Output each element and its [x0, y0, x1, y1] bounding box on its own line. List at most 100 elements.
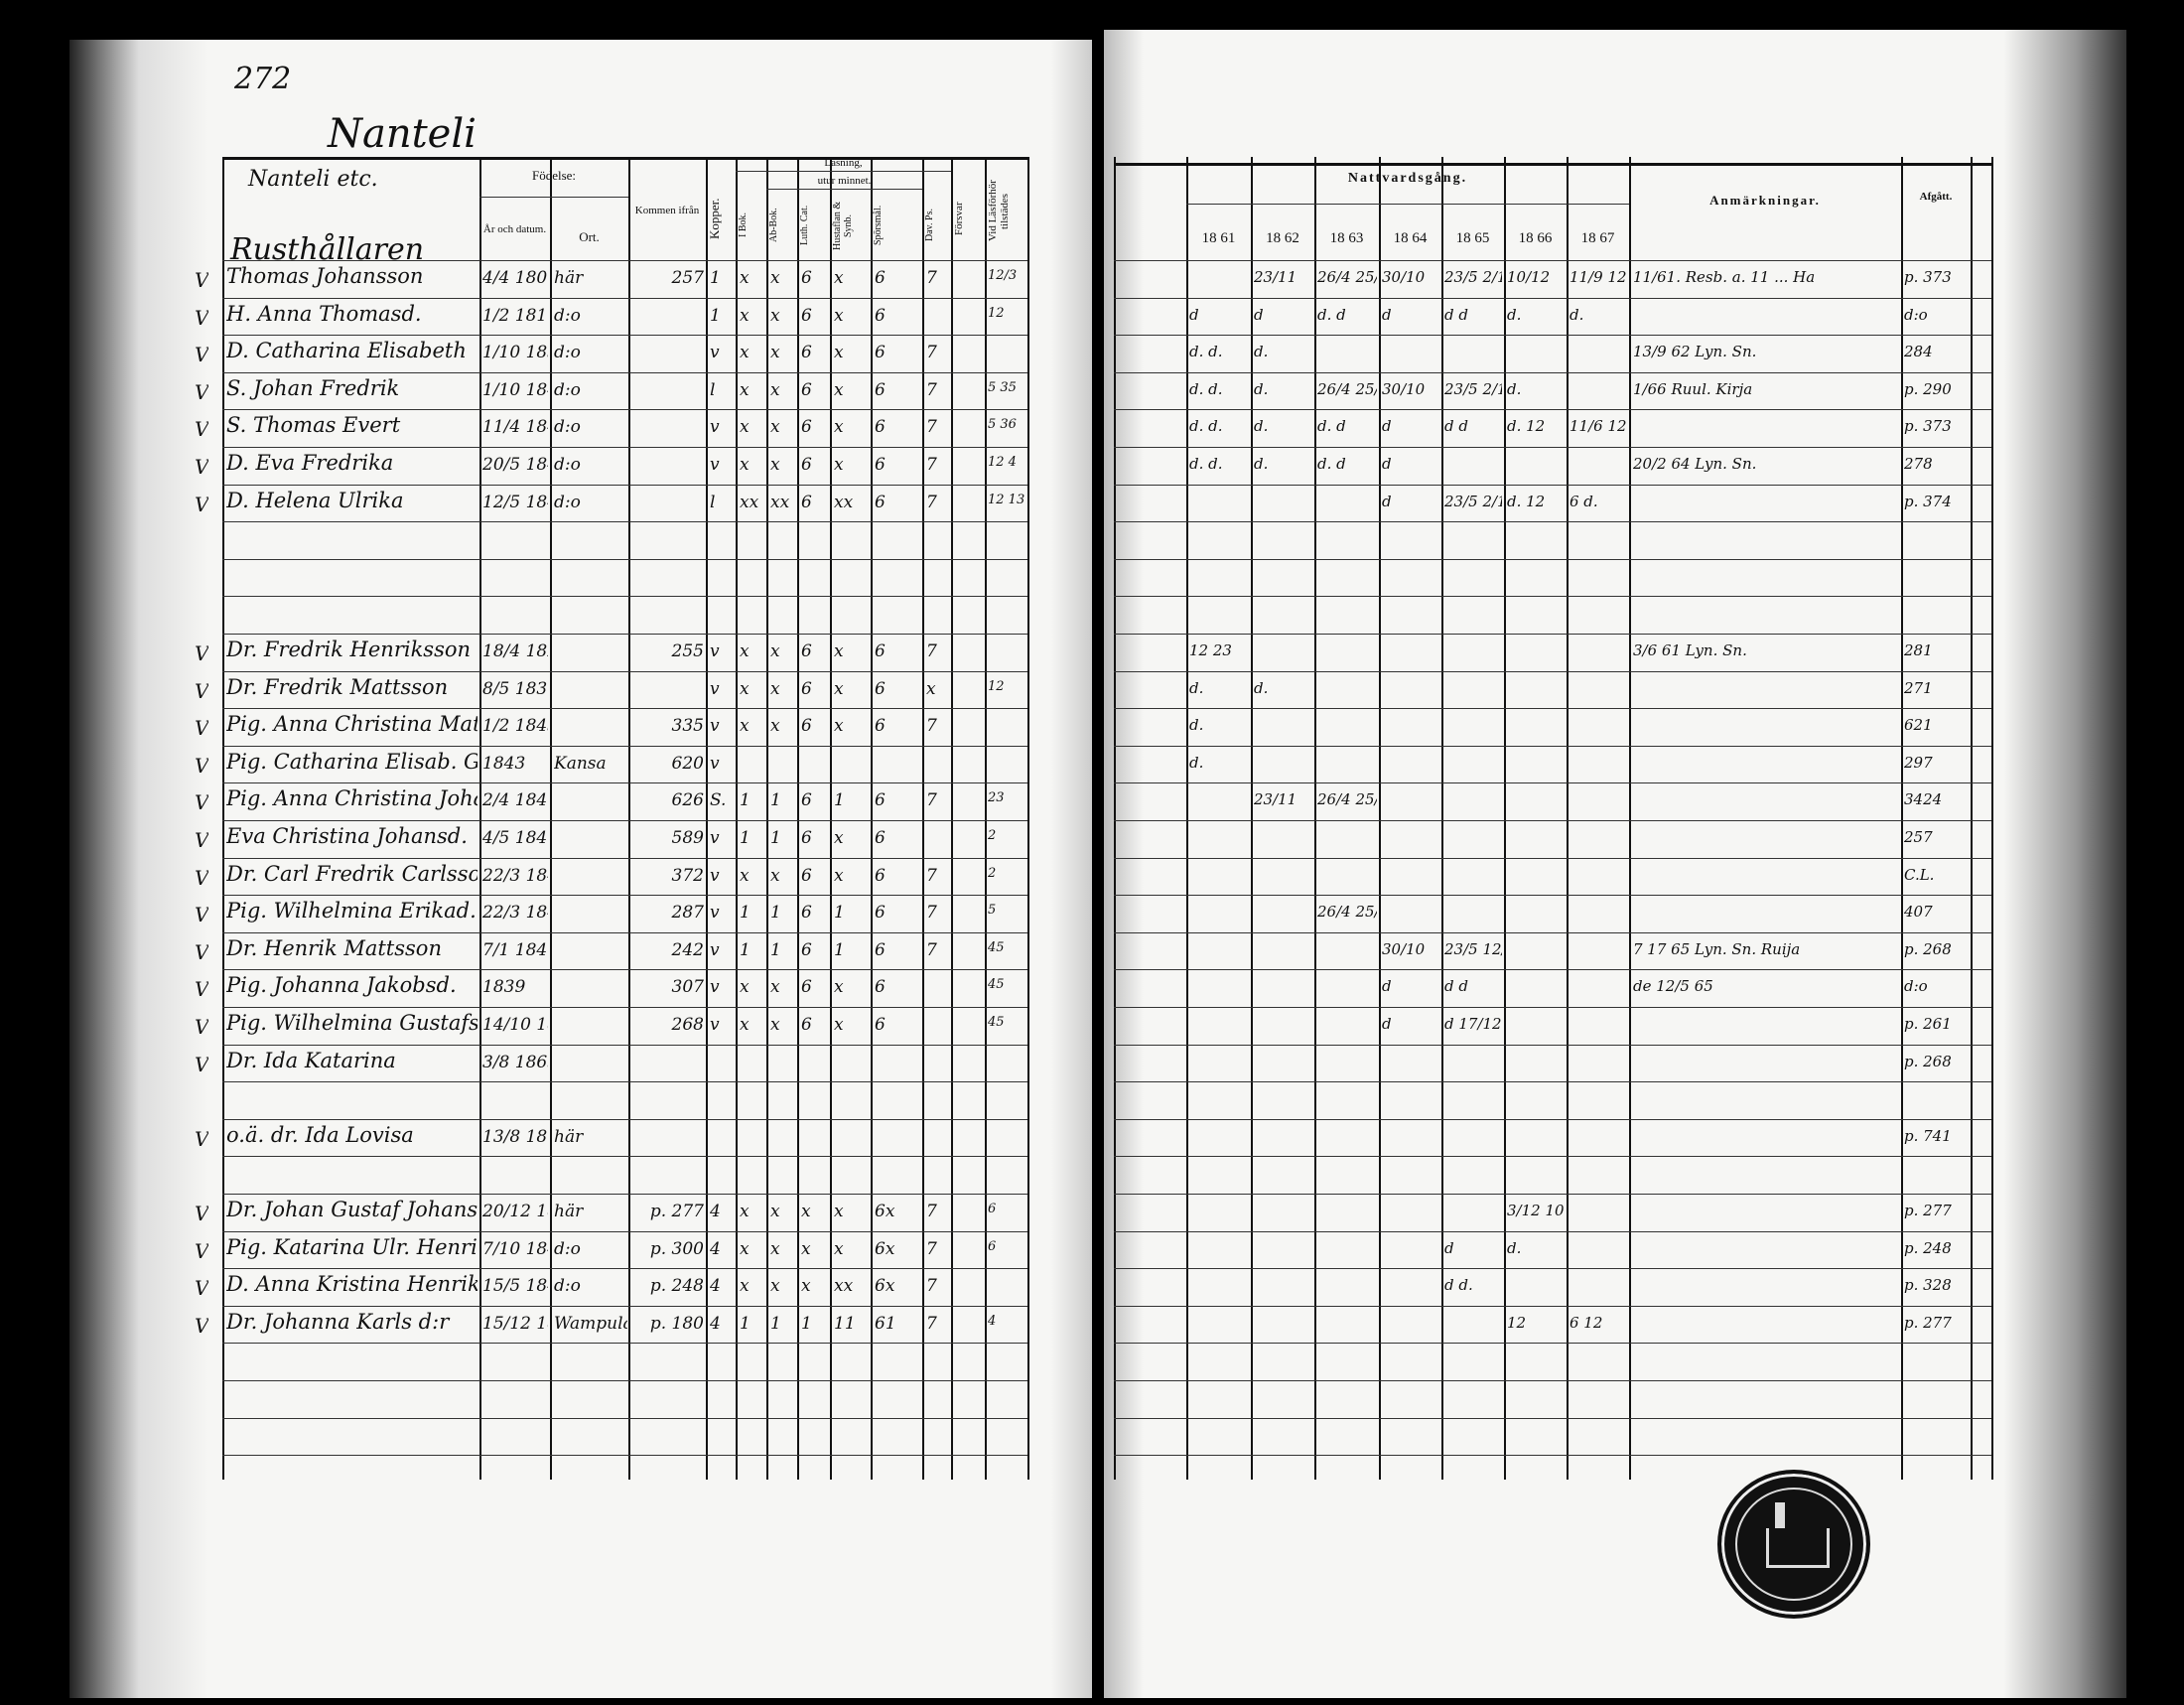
vaccination-mark: v [710, 828, 720, 848]
row-rule [1114, 447, 1991, 448]
vaccination-mark: l [710, 492, 716, 512]
birth-date: 7/1 1841 [482, 939, 548, 960]
row-rule [222, 1118, 1027, 1120]
reading-mark: 6 [801, 790, 812, 811]
row-rule [222, 521, 1027, 523]
reading-mark: x [834, 343, 844, 363]
column-rule [985, 157, 987, 1480]
reading-mark: x [834, 977, 844, 998]
communion-date: d [1382, 417, 1392, 436]
row-rule [222, 670, 1027, 672]
person-name: Dr. Fredrik Mattsson [226, 674, 449, 699]
row-rule [222, 1194, 1027, 1195]
row-rule [1114, 297, 1991, 299]
departed-ref: p. 374 [1904, 492, 1952, 510]
column-rule [1186, 157, 1188, 1480]
column-rule [1971, 157, 1973, 1480]
vaccination-mark: v [710, 417, 720, 438]
reading-mark: 1 [740, 903, 751, 924]
row-rule [222, 1455, 1027, 1457]
communion-date: d [1189, 305, 1199, 324]
reading-mark: x [770, 977, 780, 998]
birth-place: d:o [554, 343, 581, 363]
remark: 13/9 62 Lyn. Sn. [1633, 343, 1757, 361]
reading-mark: x [740, 305, 750, 326]
person-name: Pig. Anna Christina Johansd. [226, 786, 478, 811]
row-rule [222, 260, 1027, 261]
communion-date: d. d. [1189, 455, 1223, 473]
communion-date: d. [1507, 1238, 1522, 1257]
birth-header: Födelse: [531, 168, 577, 183]
communion-date: 6 d. [1570, 492, 1598, 510]
reading-mark: 6x [875, 1238, 895, 1259]
person-name: Pig. Wilhelmina Erikad. [226, 899, 477, 924]
row-rule [222, 1343, 1027, 1345]
reading-mark: 6 [875, 716, 886, 737]
communion-date: 30/10 [1382, 268, 1426, 286]
reading-mark: 7 [926, 417, 937, 438]
person-name: H. Anna Thomasd. [226, 301, 422, 326]
attendance-mark: 23 [988, 790, 1005, 806]
reading-mark: xx [770, 492, 790, 512]
communion-year-header: 18 65 [1455, 230, 1490, 246]
reading-mark: x [770, 379, 780, 400]
reading-mark: x [770, 641, 780, 661]
person-name: Dr. Henrik Mattsson [226, 935, 442, 960]
communion-date: 6 12 [1570, 1313, 1603, 1332]
birth-place: här [554, 268, 584, 288]
birth-date: 18/4 1829 [482, 641, 548, 661]
check-mark: V [195, 1313, 209, 1338]
person-name: Pig. Katarina Ulr. Henriksd. [226, 1234, 478, 1259]
reading-mark: x [834, 455, 844, 475]
reading-mark: 6 [801, 716, 812, 737]
person-name: S. Thomas Evert [226, 413, 401, 438]
row-rule [222, 1007, 1027, 1008]
column-rule [830, 157, 832, 1480]
attendance-mark: 2 [988, 828, 997, 843]
reading-mark: x [834, 1202, 844, 1221]
departed-ref: p. 277 [1904, 1313, 1952, 1332]
vaccination-mark: l [710, 379, 716, 400]
reading-mark: x [740, 1202, 750, 1221]
row-rule [1114, 857, 1991, 859]
reading-mark: x [740, 641, 750, 661]
communion-date: 30/10 [1382, 379, 1426, 398]
column-rule [871, 157, 873, 1480]
row-rule [1114, 670, 1991, 672]
row-rule [222, 1268, 1027, 1270]
reading-mark: x [834, 828, 844, 848]
person-name: Pig. Johanna Jakobsd. [226, 973, 457, 998]
reading-mark: 6 [875, 455, 886, 475]
check-mark: V [195, 790, 209, 815]
reading-mark: x [740, 455, 750, 475]
vaccination-mark: v [710, 753, 720, 774]
reading-mark: x [770, 417, 780, 438]
birth-date: 7/10 1847 [482, 1238, 548, 1259]
reading-mark: x [740, 716, 750, 737]
reading-column-header: Dav. Ps. [924, 209, 935, 242]
reading-mark: 7 [926, 716, 937, 737]
header-rule [1186, 204, 1629, 205]
person-name: Pig. Wilhelmina Gustafsd. [226, 1011, 478, 1035]
departed-ref: p. 741 [1904, 1126, 1952, 1145]
birth-place: här [554, 1126, 584, 1147]
check-mark: V [195, 903, 209, 927]
reading-mark: 1 [834, 903, 845, 924]
reading-mark: 6 [801, 268, 812, 288]
attendance-mark: 12 13 [988, 492, 1025, 507]
reading-mark: 6 [801, 379, 812, 400]
row-rule [1114, 1268, 1991, 1270]
reading-mark: x [740, 865, 750, 886]
reading-mark: 1 [834, 939, 845, 960]
row-rule [1114, 1305, 1991, 1307]
person-name: D. Helena Ulrika [226, 488, 404, 512]
communion-year-header: 18 62 [1266, 230, 1299, 246]
communion-date: d. [1189, 716, 1204, 735]
reading-mark: xx [834, 1276, 854, 1297]
column-rule [1504, 157, 1506, 1480]
vaccination-mark: v [710, 903, 720, 924]
reading-mark: x [740, 1276, 750, 1297]
vaccination-mark: v [710, 678, 720, 699]
communion-date: d. [1507, 305, 1522, 324]
